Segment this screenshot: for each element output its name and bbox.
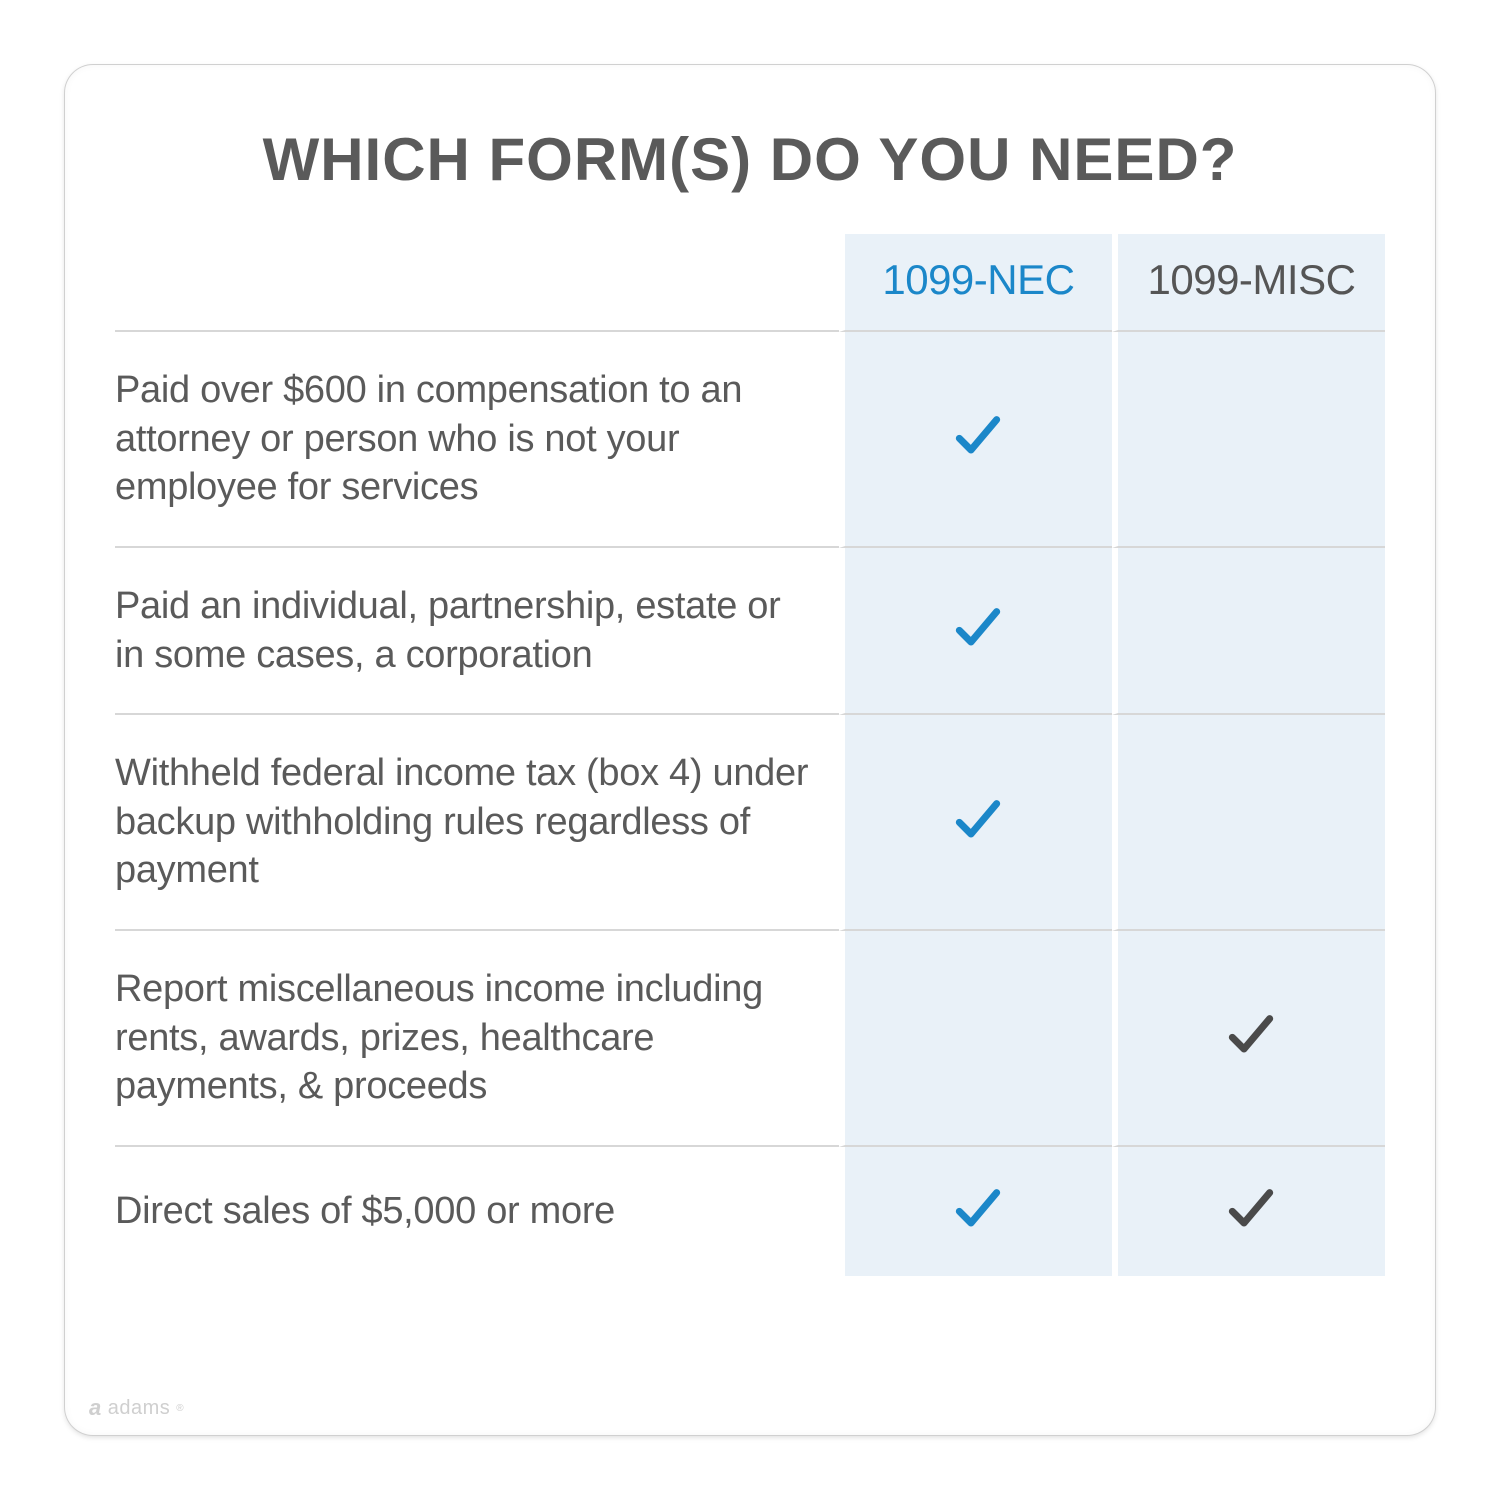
brand-name: adams xyxy=(108,1397,171,1420)
table-row: Paid an individual, partnership, estate … xyxy=(115,548,1385,715)
row-desc: Direct sales of $5,000 or more xyxy=(115,1147,839,1276)
comparison-card: WHICH FORM(S) DO YOU NEED? 1099-NEC 1099… xyxy=(65,65,1435,1435)
cell-misc xyxy=(1112,332,1385,548)
header-1099-nec: 1099-NEC xyxy=(839,234,1112,332)
check-icon xyxy=(950,1181,1006,1237)
brand-mark: a adams ® xyxy=(89,1395,184,1421)
brand-logo-glyph: a xyxy=(89,1395,102,1421)
check-icon xyxy=(1223,1181,1279,1237)
comparison-table: 1099-NEC 1099-MISC Paid over $600 in com… xyxy=(115,234,1385,1276)
row-desc: Paid an individual, partnership, estate … xyxy=(115,548,839,715)
check-icon xyxy=(950,600,1006,656)
header-blank xyxy=(115,234,839,332)
check-icon xyxy=(1223,1007,1279,1063)
cell-misc xyxy=(1112,548,1385,715)
table-header-row: 1099-NEC 1099-MISC xyxy=(115,234,1385,332)
registered-mark: ® xyxy=(176,1403,184,1414)
cell-misc xyxy=(1112,1147,1385,1276)
cell-nec xyxy=(839,1147,1112,1276)
table-row: Direct sales of $5,000 or more xyxy=(115,1147,1385,1276)
check-icon xyxy=(950,408,1006,464)
cell-nec xyxy=(839,332,1112,548)
cell-nec xyxy=(839,548,1112,715)
cell-misc xyxy=(1112,931,1385,1147)
check-icon xyxy=(950,792,1006,848)
card-title: WHICH FORM(S) DO YOU NEED? xyxy=(115,125,1385,194)
row-desc: Paid over $600 in compensation to an att… xyxy=(115,332,839,548)
row-desc: Report miscellaneous income including re… xyxy=(115,931,839,1147)
cell-nec xyxy=(839,931,1112,1147)
table-row: Report miscellaneous income including re… xyxy=(115,931,1385,1147)
table-row: Paid over $600 in compensation to an att… xyxy=(115,332,1385,548)
cell-nec xyxy=(839,715,1112,931)
row-desc: Withheld federal income tax (box 4) unde… xyxy=(115,715,839,931)
cell-misc xyxy=(1112,715,1385,931)
table-row: Withheld federal income tax (box 4) unde… xyxy=(115,715,1385,931)
header-1099-misc: 1099-MISC xyxy=(1112,234,1385,332)
